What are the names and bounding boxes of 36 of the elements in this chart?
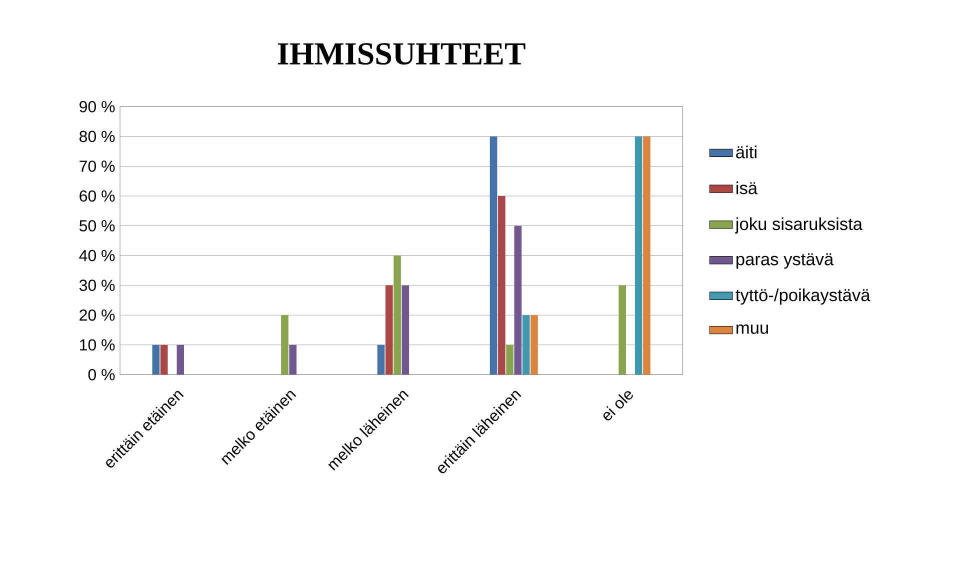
bar — [385, 285, 393, 375]
bar — [618, 285, 626, 375]
bar — [402, 285, 410, 375]
legend-label: paras ystävä — [736, 253, 834, 269]
legend-label: äiti — [736, 146, 756, 158]
bar — [281, 315, 288, 375]
bar — [498, 196, 506, 375]
y-tick-label: 90 % — [80, 101, 115, 112]
bar — [522, 315, 530, 375]
y-tick-label: 30 % — [79, 280, 115, 291]
bar — [530, 315, 538, 375]
legend-label: joku sisaruksista — [734, 217, 863, 234]
bar — [634, 136, 642, 375]
bar — [160, 344, 168, 375]
legend-label: tyttö-/poikaystävä — [736, 288, 870, 305]
y-tick-label: 20 % — [80, 309, 115, 321]
y-tick-label: 60 % — [80, 190, 115, 202]
y-tick-label: 10 % — [80, 339, 115, 351]
bar — [514, 226, 522, 375]
bar — [377, 344, 385, 375]
legend-label: isä — [736, 182, 758, 194]
x-tick-label: ei ole — [603, 391, 633, 420]
bar — [506, 344, 514, 375]
bar — [289, 344, 297, 375]
y-tick-label: 0 % — [88, 369, 115, 380]
chart-title: IHMISSUHTEET — [278, 43, 526, 65]
bar — [176, 344, 184, 375]
bar — [152, 344, 160, 375]
y-tick-label: 50 % — [79, 220, 115, 232]
bar — [643, 136, 650, 375]
y-tick-label: 40 % — [79, 250, 115, 262]
y-tick-label: 70 % — [80, 160, 115, 172]
legend-label: muu — [736, 324, 768, 334]
bar — [490, 136, 498, 375]
bar — [394, 256, 401, 375]
y-tick-label: 80 % — [80, 130, 115, 142]
